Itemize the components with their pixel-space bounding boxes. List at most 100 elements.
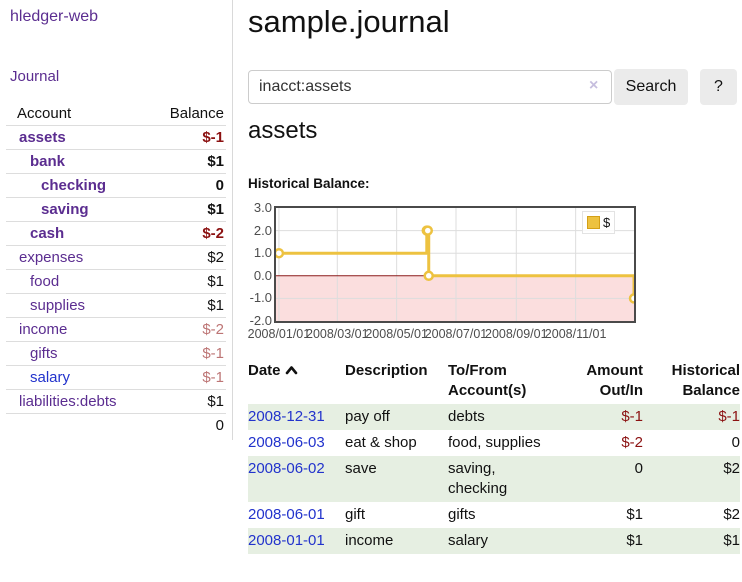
account-link[interactable]: assets (19, 129, 66, 146)
search-input[interactable] (248, 70, 612, 104)
account-balance: $1 (151, 149, 226, 174)
register-date-cell: 2008-06-02 (248, 456, 345, 502)
account-link[interactable]: checking (41, 177, 107, 194)
y-axis-tick-label: 0.0 (253, 267, 272, 283)
account-link[interactable]: income (19, 321, 68, 338)
register-amount-cell: $1 (626, 506, 643, 523)
account-balance: $1 (151, 269, 226, 294)
sidebar-item-journal[interactable]: Journal (10, 68, 60, 85)
account-row: assets $-1 (6, 125, 226, 150)
accounts-col-account: Account (6, 102, 152, 126)
account-row: supplies $1 (6, 293, 226, 318)
register-col-accounts: To/From Account(s) (448, 362, 527, 399)
account-link[interactable]: gifts (30, 345, 58, 362)
register-date-link[interactable]: 2008-01-01 (248, 532, 325, 549)
register-date-link[interactable]: 2008-06-02 (248, 460, 325, 477)
register-row[interactable]: 2008-06-01 gift gifts $1 $2 (248, 502, 740, 528)
register-date-cell: 2008-12-31 (248, 404, 345, 430)
register-accounts-cell: gifts (448, 506, 476, 523)
accounts-total-value: 0 (151, 413, 226, 437)
data-point (423, 270, 434, 282)
account-row: cash $-2 (6, 221, 226, 246)
register-description-cell: save (345, 456, 448, 502)
data-point (422, 225, 434, 236)
register-amount-cell: $1 (560, 528, 643, 554)
account-link[interactable]: cash (30, 225, 65, 242)
register-amount-cell: 0 (560, 456, 643, 502)
register-date-link[interactable]: 2008-06-01 (248, 506, 325, 523)
chart-legend: $ (582, 211, 616, 234)
register-accounts-cell: food, supplies (448, 434, 541, 451)
x-axis-tick-label: 2008/07/01 (424, 327, 488, 341)
register-row[interactable]: 2008-06-02 save saving, checking 0 $2 (248, 456, 740, 502)
account-row: gifts $-1 (6, 341, 226, 366)
register-amount-cell: $-2 (621, 434, 643, 451)
search-button[interactable]: Search (614, 69, 688, 105)
register-accounts-cell: debts (448, 404, 560, 430)
clear-search-icon[interactable]: × (589, 77, 599, 94)
account-balance: 0 (151, 173, 226, 198)
register-description-cell: gift (345, 506, 366, 523)
account-link[interactable]: food (30, 273, 60, 290)
accounts-col-balance: Balance (151, 102, 226, 126)
register-description-cell: income (345, 528, 448, 554)
y-axis-tick-label: -1.0 (249, 290, 272, 306)
register-col-description: Description (345, 362, 428, 379)
register-date-cell: 2008-06-01 (248, 502, 345, 528)
register-accounts-cell: salary (448, 528, 560, 554)
account-row: saving $1 (6, 197, 226, 222)
legend-swatch-icon (587, 216, 600, 229)
plot-border (274, 206, 636, 323)
register-balance-cell: 0 (731, 434, 740, 451)
x-axis-tick-label: 2008/03/01 (306, 327, 369, 341)
x-axis-tick-label: 2008/01/01 (247, 327, 311, 341)
account-link[interactable]: expenses (19, 249, 84, 266)
register-accounts-cell: saving, checking (448, 456, 560, 502)
main-content: sample.journal × Search ? assets Histori… (248, 0, 742, 582)
account-balance: $1 (151, 293, 226, 318)
account-balance: $-2 (151, 317, 226, 342)
account-link[interactable]: supplies (30, 297, 86, 314)
register-date-link[interactable]: 2008-06-03 (248, 434, 325, 451)
account-row: liabilities:debts $1 (6, 389, 226, 414)
x-axis-tick-label: 2008/09/01 (485, 327, 548, 341)
chart-title: Historical Balance: (248, 176, 370, 191)
register-row[interactable]: 2008-12-31 pay off debts $-1 $-1 (248, 404, 740, 430)
y-axis-tick-label: 2.0 (253, 222, 272, 238)
register-table: Date Description To/From Account(s) Amou… (248, 358, 740, 554)
register-description-cell: eat & shop (345, 434, 417, 451)
account-balance: $-1 (151, 341, 226, 366)
register-balance-cell: $1 (643, 528, 740, 554)
account-balance: $-2 (151, 221, 226, 246)
register-col-date[interactable]: Date (248, 358, 345, 404)
account-balance: $-1 (151, 365, 226, 390)
account-link[interactable]: salary (30, 369, 71, 386)
register-row[interactable]: 2008-01-01 income salary $1 $1 (248, 528, 740, 554)
chart-canvas (274, 206, 636, 323)
register-balance-cell: $2 (643, 456, 740, 502)
account-balance: $1 (151, 197, 226, 222)
account-balance: $-1 (151, 125, 226, 150)
register-col-date-label: Date (248, 362, 281, 379)
y-axis-tick-label: -2.0 (249, 313, 272, 328)
account-row: bank $1 (6, 149, 226, 174)
app-brand-link[interactable]: hledger-web (10, 8, 99, 25)
account-row: salary $-1 (6, 365, 226, 390)
account-heading: assets (248, 117, 318, 144)
data-point (274, 247, 285, 259)
y-axis-tick-label: 3.0 (253, 200, 272, 215)
help-button[interactable]: ? (700, 69, 737, 105)
account-link[interactable]: saving (41, 201, 89, 218)
register-description-cell: pay off (345, 404, 448, 430)
account-row: food $1 (6, 269, 226, 294)
historical-balance-chart: 3.0 2.0 1.0 0.0 -1.0 -2.0 2008/01/01 2008/03/01… (248, 198, 742, 348)
sidebar: hledger-web Journal Account Balance asse… (0, 0, 233, 440)
register-date-cell: 2008-06-03 (248, 430, 345, 456)
account-link[interactable]: liabilities:debts (19, 393, 117, 410)
register-balance-cell: $-1 (643, 404, 740, 430)
account-link[interactable]: bank (30, 153, 66, 170)
legend-label: $ (603, 215, 611, 230)
register-row[interactable]: 2008-06-03 eat & shop food, supplies $-2 0 (248, 430, 740, 456)
account-balance: $2 (151, 245, 226, 270)
register-date-link[interactable]: 2008-12-31 (248, 408, 325, 425)
